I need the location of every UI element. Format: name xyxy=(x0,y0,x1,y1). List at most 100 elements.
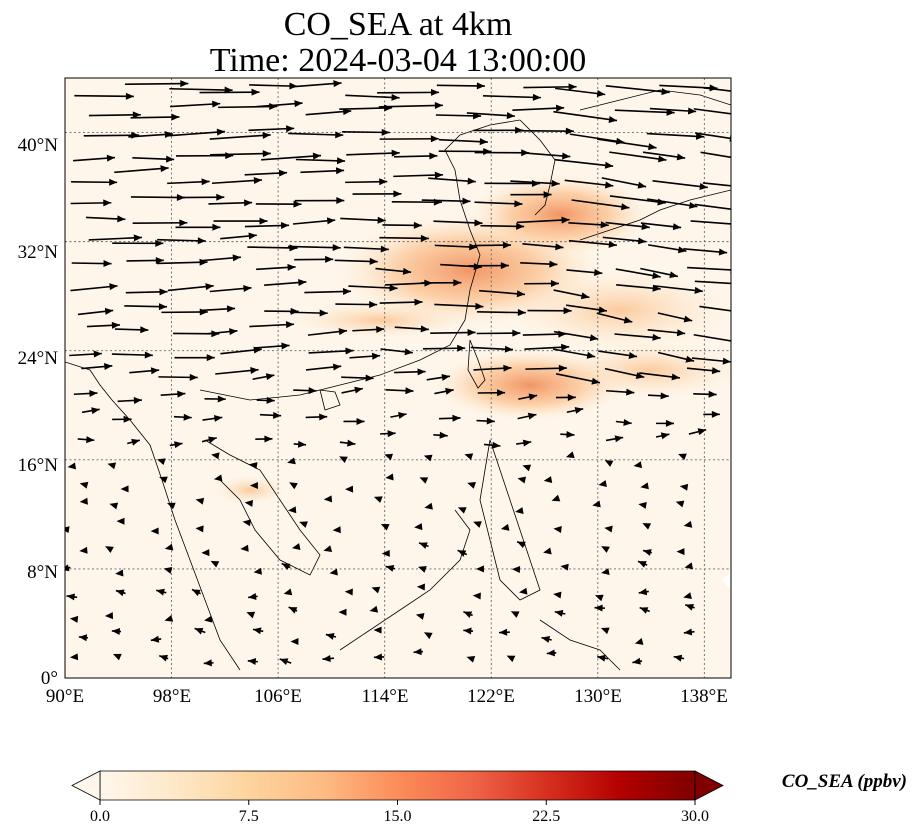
wind-arrow-head xyxy=(93,350,102,358)
wind-arrow-head xyxy=(431,88,440,96)
wind-arrow xyxy=(290,638,299,646)
wind-arrow xyxy=(305,363,342,371)
wind-arrow-head xyxy=(373,653,383,661)
wind-arrow-head xyxy=(180,80,189,88)
wind-arrow-head xyxy=(685,603,694,611)
wind-arrow-head xyxy=(474,219,483,227)
wind-arrow xyxy=(264,279,307,287)
wind-arrow-head xyxy=(638,588,648,596)
wind-arrow xyxy=(422,344,466,352)
wind-arrow-head xyxy=(500,523,510,531)
wind-arrow xyxy=(600,627,610,635)
wind-arrow-head xyxy=(213,474,223,482)
wind-arrow-head xyxy=(568,83,577,91)
wind-arrow xyxy=(173,413,192,421)
wind-arrow-head xyxy=(633,461,643,469)
wind-arrow xyxy=(418,542,429,549)
wind-arrow xyxy=(127,438,141,446)
wind-arrow-head xyxy=(551,179,560,187)
wind-arrow xyxy=(474,200,523,208)
wind-arrow-head xyxy=(177,390,186,398)
wind-arrow-head xyxy=(65,526,70,534)
colorbar-ticks xyxy=(99,800,696,805)
wind-arrow xyxy=(104,612,113,620)
wind-arrow-head xyxy=(660,432,670,440)
wind-arrow-head xyxy=(734,280,742,287)
wind-arrow xyxy=(256,396,275,404)
wind-arrow-head xyxy=(213,414,223,422)
wind-arrow xyxy=(201,549,210,557)
wind-arrow-head xyxy=(384,453,393,461)
wind-arrow xyxy=(436,82,485,90)
wind-arrow-head xyxy=(163,567,173,574)
wind-arrow-head xyxy=(322,655,331,663)
wind-arrow-shaft xyxy=(554,158,614,167)
wind-arrow xyxy=(633,461,643,469)
wind-arrow-head xyxy=(527,412,537,420)
wind-arrow-head xyxy=(150,527,159,535)
wind-arrow-head xyxy=(335,131,344,139)
wind-arrow-head xyxy=(732,308,740,315)
wind-arrow xyxy=(160,390,186,398)
wind-arrow-head xyxy=(744,89,752,96)
wind-arrow-head xyxy=(604,460,614,467)
wind-arrow xyxy=(204,615,213,623)
wind-arrow xyxy=(240,544,249,552)
coastline-japan xyxy=(579,189,731,241)
wind-arrow-head xyxy=(473,521,482,528)
wind-arrow xyxy=(463,610,473,618)
wind-arrow-head xyxy=(171,113,180,121)
wind-arrow-head xyxy=(123,415,132,423)
wind-arrow xyxy=(543,476,553,484)
chart-subtitle-time: Time: 2024-03-04 13:00:00 xyxy=(209,42,587,79)
wind-arrow-head xyxy=(601,568,610,575)
wind-arrow-head xyxy=(543,547,552,555)
wind-arrow xyxy=(255,435,273,443)
wind-arrow-head xyxy=(532,93,541,101)
wind-arrow-head xyxy=(243,285,252,293)
wind-arrow-head xyxy=(288,607,298,614)
wind-arrow-shaft xyxy=(379,236,429,240)
wind-arrow-head xyxy=(246,611,256,619)
wind-arrow-shaft xyxy=(555,87,606,96)
wind-arrow xyxy=(70,199,112,207)
wind-arrow xyxy=(71,260,112,268)
wind-arrow-head xyxy=(730,220,731,228)
wind-arrow xyxy=(130,113,180,121)
wind-arrow-head xyxy=(517,541,526,549)
wind-arrow xyxy=(215,366,259,375)
wind-arrow-head xyxy=(541,636,551,643)
wind-arrow xyxy=(305,413,328,421)
wind-arrow-head xyxy=(140,326,149,334)
wind-arrow-head xyxy=(708,390,717,398)
wind-arrow xyxy=(88,234,142,242)
wind-arrow xyxy=(553,289,590,300)
wind-arrow xyxy=(209,285,252,293)
wind-arrow-shaft xyxy=(157,238,206,242)
wind-arrow xyxy=(191,588,201,597)
wind-arrow-head xyxy=(640,482,649,490)
wind-arrow-head xyxy=(567,393,576,401)
wind-arrow xyxy=(289,482,298,490)
wind-arrow-head xyxy=(632,657,641,665)
wind-arrow-head xyxy=(166,502,176,510)
wind-arrow-head xyxy=(365,374,374,382)
wind-arrow-shaft xyxy=(261,154,322,161)
wind-arrow xyxy=(380,348,413,356)
wind-arrow xyxy=(307,328,348,336)
wind-arrow xyxy=(604,367,645,379)
wind-arrow-head xyxy=(329,568,338,576)
wind-arrow xyxy=(602,236,647,245)
wind-arrow-head xyxy=(479,138,488,146)
wind-arrow-shaft xyxy=(211,179,262,185)
wind-arrow xyxy=(440,263,482,271)
wind-arrow-head xyxy=(608,116,618,123)
wind-arrow xyxy=(158,373,198,381)
colorbar-extend-low xyxy=(71,770,101,801)
wind-arrow xyxy=(655,419,674,427)
wind-arrow-head xyxy=(323,545,333,553)
wind-arrow-head xyxy=(376,325,385,333)
wind-arrow-head xyxy=(594,604,603,612)
wind-arrow-shaft xyxy=(466,112,515,117)
